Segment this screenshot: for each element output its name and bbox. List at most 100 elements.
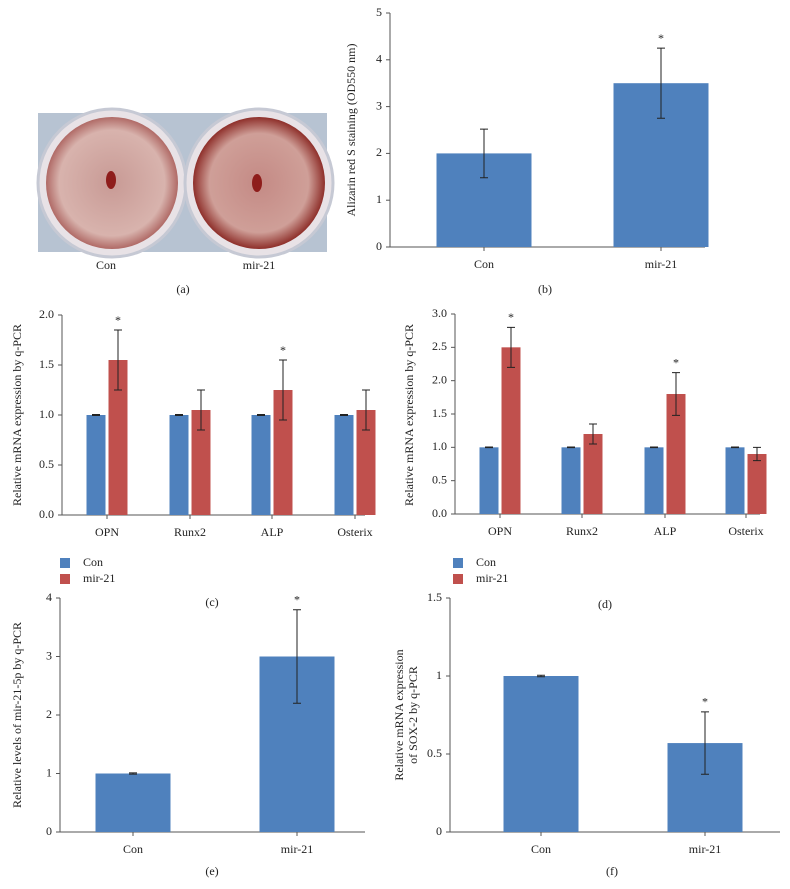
x-tick-label: ALP [261, 525, 284, 539]
y-axis-label: Alizarin red S staining (OD550 nm) [344, 44, 358, 217]
photo-label: Con [96, 258, 116, 272]
y-tick-label: 2 [46, 707, 52, 721]
error-bar [507, 326, 515, 368]
bar [356, 410, 376, 515]
legend-label: Con [83, 555, 103, 569]
bar [725, 447, 745, 514]
bar [479, 447, 499, 514]
y-tick-label: 1.0 [432, 439, 447, 453]
bar [747, 454, 767, 514]
bar [503, 676, 579, 832]
x-tick-label: Runx2 [174, 525, 206, 539]
bar [583, 434, 603, 514]
y-axis-label: of SOX-2 by q-PCR [406, 666, 420, 764]
y-tick-label: 1.5 [427, 590, 442, 604]
x-tick-label: Osterix [337, 525, 372, 539]
significance-marker: * [115, 313, 121, 327]
error-bar [257, 414, 265, 416]
bar [95, 773, 171, 832]
error-bar [362, 389, 370, 431]
panel-caption: (d) [598, 597, 612, 611]
bar [251, 415, 271, 515]
error-bar [485, 446, 493, 449]
error-bar [197, 389, 205, 431]
error-bar [672, 372, 680, 416]
y-tick-label: 1.5 [432, 406, 447, 420]
panel-caption: (e) [205, 864, 218, 878]
legend-swatch [453, 574, 463, 584]
y-tick-label: 0.0 [432, 506, 447, 520]
y-tick-label: 3.0 [432, 306, 447, 320]
error-bar [753, 446, 761, 462]
bar [501, 347, 521, 514]
bar [169, 415, 189, 515]
legend-swatch [60, 558, 70, 568]
error-bar [537, 674, 545, 678]
y-tick-label: 0 [376, 239, 382, 253]
error-bar [567, 446, 575, 449]
legend-label: Con [476, 555, 496, 569]
significance-marker: * [702, 695, 708, 709]
legend-label: mir-21 [83, 571, 115, 585]
photo-label: mir-21 [243, 258, 275, 272]
y-tick-label: 1.0 [39, 407, 54, 421]
error-bar [657, 47, 665, 119]
significance-marker: * [673, 355, 679, 369]
significance-marker: * [658, 31, 664, 45]
bar [334, 415, 354, 515]
y-tick-label: 0.5 [39, 457, 54, 471]
y-tick-label: 2.0 [39, 307, 54, 321]
x-tick-label: mir-21 [281, 842, 313, 856]
panel-caption: (f) [606, 864, 618, 878]
error-bar [114, 329, 122, 391]
y-axis-label: Relative mRNA expression by q-PCR [10, 324, 24, 506]
significance-marker: * [508, 310, 514, 324]
y-tick-label: 0.0 [39, 507, 54, 521]
error-bar [175, 414, 183, 416]
x-tick-label: mir-21 [645, 257, 677, 271]
legend-label: mir-21 [476, 571, 508, 585]
y-tick-label: 0 [46, 824, 52, 838]
panel-caption: (a) [176, 282, 189, 296]
error-bar [340, 414, 348, 416]
photo [36, 107, 335, 259]
y-tick-label: 2.5 [432, 339, 447, 353]
legend-swatch [453, 558, 463, 568]
bar [108, 360, 128, 515]
x-tick-label: mir-21 [689, 842, 721, 856]
bar [666, 394, 686, 514]
x-tick-label: Con [531, 842, 551, 856]
y-tick-label: 2.0 [432, 372, 447, 386]
y-axis-label: Relative mRNA expression [392, 649, 406, 780]
error-bar [701, 711, 709, 775]
panel-caption: (b) [538, 282, 552, 296]
y-tick-label: 3 [46, 648, 52, 662]
y-tick-label: 1 [376, 192, 382, 206]
x-tick-label: OPN [488, 524, 512, 538]
bar [644, 447, 664, 514]
error-bar [129, 772, 137, 775]
y-tick-label: 4 [376, 52, 382, 66]
y-axis-label: Relative levels of mir-21-5p by q-PCR [10, 622, 24, 808]
y-tick-label: 1 [46, 765, 52, 779]
x-tick-label: ALP [654, 524, 677, 538]
y-tick-label: 3 [376, 98, 382, 112]
significance-marker: * [280, 343, 286, 357]
x-tick-label: OPN [95, 525, 119, 539]
error-bar [589, 423, 597, 445]
bar [86, 415, 106, 515]
error-bar [279, 359, 287, 421]
legend-swatch [60, 574, 70, 584]
y-tick-label: 1 [436, 668, 442, 682]
y-tick-label: 0.5 [432, 472, 447, 486]
y-tick-label: 0.5 [427, 746, 442, 760]
y-tick-label: 1.5 [39, 357, 54, 371]
significance-marker: * [294, 592, 300, 606]
error-bar [731, 446, 739, 449]
error-bar [480, 128, 488, 179]
y-tick-label: 4 [46, 590, 52, 604]
panel-caption: (c) [205, 595, 218, 609]
bar [561, 447, 581, 514]
x-tick-label: Runx2 [566, 524, 598, 538]
